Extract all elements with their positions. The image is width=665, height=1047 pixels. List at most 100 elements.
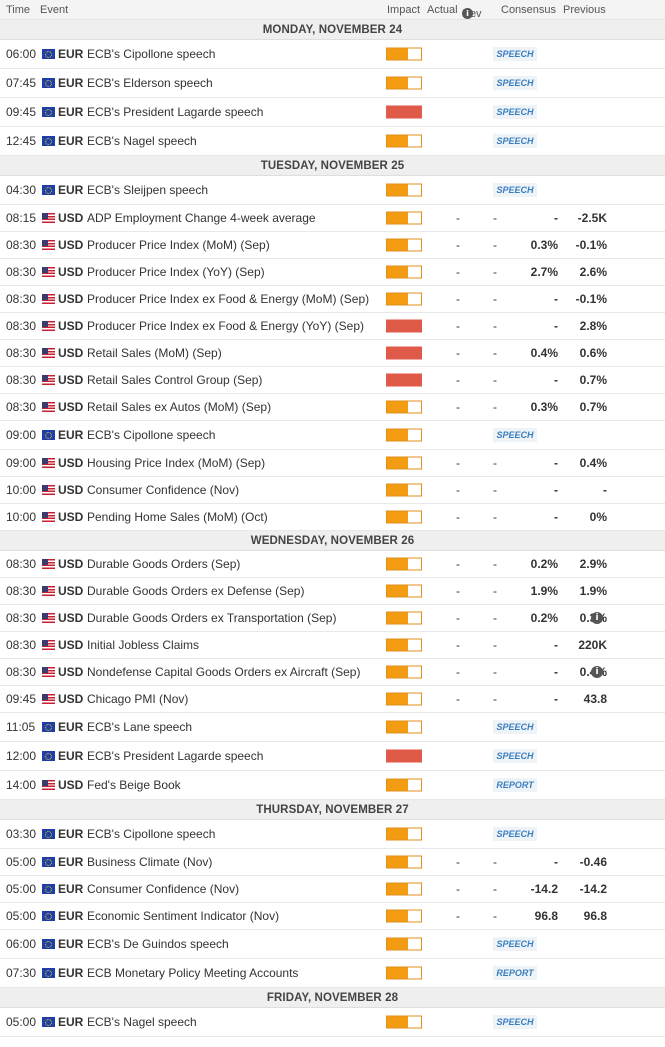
header-previous[interactable]: Previous (563, 4, 606, 16)
speech-tag: SPEECH (493, 937, 537, 951)
speech-tag: SPEECH (493, 134, 537, 148)
event-row[interactable]: 10:00 USD Pending Home Sales (MoM) (Oct) - -… (0, 504, 665, 531)
event-name[interactable]: ECB's President Lagarde speech (87, 105, 264, 119)
event-name[interactable]: Pending Home Sales (MoM) (Oct) (87, 510, 268, 524)
event-row[interactable]: 08:30 USD Producer Price Index (MoM) (Sep)… (0, 232, 665, 259)
event-deviation: - (493, 483, 497, 497)
event-name[interactable]: Nondefense Capital Goods Orders ex Aircr… (87, 665, 361, 679)
event-deviation: - (493, 373, 497, 387)
dev-info-icon[interactable]: i (462, 8, 473, 19)
event-row[interactable]: 08:30 USD Producer Price Index ex Food & E… (0, 286, 665, 313)
event-name[interactable]: ECB's Cipollone speech (87, 47, 216, 61)
event-name[interactable]: Retail Sales ex Autos (MoM) (Sep) (87, 400, 272, 414)
eu-flag-icon (42, 1017, 55, 1027)
impact-bar (386, 692, 422, 706)
event-name[interactable]: Chicago PMI (Nov) (87, 692, 189, 706)
event-name[interactable]: Producer Price Index ex Food & Energy (Y… (87, 319, 365, 333)
event-row[interactable]: 09:45 EUR ECB's President Lagarde speech SP… (0, 98, 665, 127)
event-row[interactable]: 14:00 USD Fed's Beige Book REPORT (0, 771, 665, 800)
event-name[interactable]: ECB's Cipollone speech (87, 827, 216, 841)
event-row[interactable]: 06:00 EUR ECB's De Guindos speech SPEECH (0, 930, 665, 959)
event-name[interactable]: Producer Price Index (YoY) (Sep) (87, 265, 265, 279)
event-name[interactable]: Business Climate (Nov) (87, 855, 213, 869)
event-actual: - (456, 855, 460, 869)
event-name[interactable]: ECB's Nagel speech (87, 1015, 197, 1029)
event-row[interactable]: 04:30 EUR ECB's Sleijpen speech SPEECH (0, 176, 665, 205)
header-time[interactable]: Time (6, 4, 31, 16)
event-name[interactable]: Producer Price Index (MoM) (Sep) (87, 238, 270, 252)
event-row[interactable]: 08:30 USD Retail Sales (MoM) (Sep) - - 0.4% 0.… (0, 340, 665, 367)
event-name[interactable]: ADP Employment Change 4-week average (87, 211, 316, 225)
event-row[interactable]: 08:30 USD Retail Sales Control Group (Sep)… (0, 367, 665, 394)
event-name[interactable]: ECB's Lane speech (87, 720, 193, 734)
event-row[interactable]: 08:30 USD Durable Goods Orders ex Transpor… (0, 605, 665, 632)
event-row[interactable]: 06:00 EUR ECB's Cipollone speech SPEECH (0, 40, 665, 69)
event-row[interactable]: 11:05 EUR ECB's Lane speech SPEECH (0, 713, 665, 742)
event-name[interactable]: Economic Sentiment Indicator (Nov) (87, 909, 280, 923)
event-name[interactable]: ECB's Elderson speech (87, 76, 213, 90)
event-row[interactable]: 10:00 USD Consumer Confidence (Nov) - - - - (0, 477, 665, 504)
event-currency: USD (58, 557, 84, 571)
event-row[interactable]: 05:00 EUR ECB's Nagel speech SPEECH (0, 1008, 665, 1037)
event-row[interactable]: 05:00 EUR Consumer Confidence (Nov) - - -14.2… (0, 876, 665, 903)
info-icon[interactable]: i (591, 666, 603, 678)
event-name[interactable]: Consumer Confidence (Nov) (87, 483, 240, 497)
event-row[interactable]: 07:30 EUR ECB Monetary Policy Meeting Acco… (0, 959, 665, 988)
event-name[interactable]: Producer Price Index ex Food & Energy (M… (87, 292, 370, 306)
event-row[interactable]: 08:30 USD Producer Price Index ex Food & E… (0, 313, 665, 340)
event-consensus: - (554, 211, 558, 225)
impact-bar (386, 665, 422, 679)
event-row[interactable]: 08:30 USD Retail Sales ex Autos (MoM) (Sep… (0, 394, 665, 421)
event-deviation: - (493, 692, 497, 706)
impact-bar (386, 749, 422, 763)
header-actual[interactable]: Actual (427, 4, 458, 16)
event-row[interactable]: 05:00 EUR Economic Sentiment Indicator (No… (0, 903, 665, 930)
event-row[interactable]: 05:00 EUR Business Climate (Nov) - - - -0.46 (0, 849, 665, 876)
event-consensus: - (554, 692, 558, 706)
event-name[interactable]: Initial Jobless Claims (87, 638, 200, 652)
event-name[interactable]: ECB's Cipollone speech (87, 428, 216, 442)
event-row[interactable]: 03:30 EUR ECB's Cipollone speech SPEECH (0, 820, 665, 849)
event-row[interactable]: 09:00 EUR ECB's Cipollone speech SPEECH (0, 421, 665, 450)
header-event[interactable]: Event (40, 4, 69, 16)
impact-bar (386, 855, 422, 869)
speech-tag: SPEECH (493, 183, 537, 197)
event-row[interactable]: 08:30 USD Producer Price Index (YoY) (Sep)… (0, 259, 665, 286)
event-previous: 0.7% (579, 400, 607, 414)
event-name[interactable]: ECB's President Lagarde speech (87, 749, 264, 763)
info-icon[interactable]: i (591, 612, 603, 624)
event-name[interactable]: ECB Monetary Policy Meeting Accounts (87, 966, 299, 980)
event-row[interactable]: 09:45 USD Chicago PMI (Nov) - - - 43.8 (0, 686, 665, 713)
header-impact[interactable]: Impact (387, 4, 421, 16)
event-name[interactable]: Consumer Confidence (Nov) (87, 882, 240, 896)
header-consensus[interactable]: Consensus (501, 4, 557, 16)
event-row[interactable]: 12:45 EUR ECB's Nagel speech SPEECH (0, 127, 665, 156)
event-name[interactable]: Durable Goods Orders ex Defense (Sep) (87, 584, 305, 598)
event-currency: USD (58, 400, 84, 414)
event-name[interactable]: Durable Goods Orders ex Transportation (… (87, 611, 337, 625)
event-row[interactable]: 08:30 USD Nondefense Capital Goods Orders … (0, 659, 665, 686)
event-row[interactable]: 08:30 USD Durable Goods Orders ex Defense … (0, 578, 665, 605)
event-actual: - (456, 611, 460, 625)
event-row[interactable]: 09:00 USD Housing Price Index (MoM) (Sep) -… (0, 450, 665, 477)
event-currency: USD (58, 510, 84, 524)
event-row[interactable]: 07:45 EUR ECB's Elderson speech SPEECH (0, 69, 665, 98)
event-name[interactable]: Durable Goods Orders (Sep) (87, 557, 241, 571)
event-name[interactable]: Retail Sales (MoM) (Sep) (87, 346, 222, 360)
impact-bar (386, 238, 422, 252)
event-row[interactable]: 12:00 EUR ECB's President Lagarde speech SP… (0, 742, 665, 771)
event-row[interactable]: 08:15 USD ADP Employment Change 4-week ave… (0, 205, 665, 232)
event-deviation: - (493, 510, 497, 524)
event-name[interactable]: ECB's De Guindos speech (87, 937, 229, 951)
event-name[interactable]: Housing Price Index (MoM) (Sep) (87, 456, 266, 470)
event-deviation: - (493, 346, 497, 360)
event-name[interactable]: Retail Sales Control Group (Sep) (87, 373, 263, 387)
event-deviation: - (493, 909, 497, 923)
event-row[interactable]: 08:30 USD Initial Jobless Claims - - - 220K (0, 632, 665, 659)
impact-bar (386, 611, 422, 625)
event-name[interactable]: Fed's Beige Book (87, 778, 181, 792)
event-name[interactable]: ECB's Nagel speech (87, 134, 197, 148)
impact-bar-fill (387, 750, 421, 762)
event-name[interactable]: ECB's Sleijpen speech (87, 183, 209, 197)
event-row[interactable]: 08:30 USD Durable Goods Orders (Sep) - - 0.2%… (0, 551, 665, 578)
